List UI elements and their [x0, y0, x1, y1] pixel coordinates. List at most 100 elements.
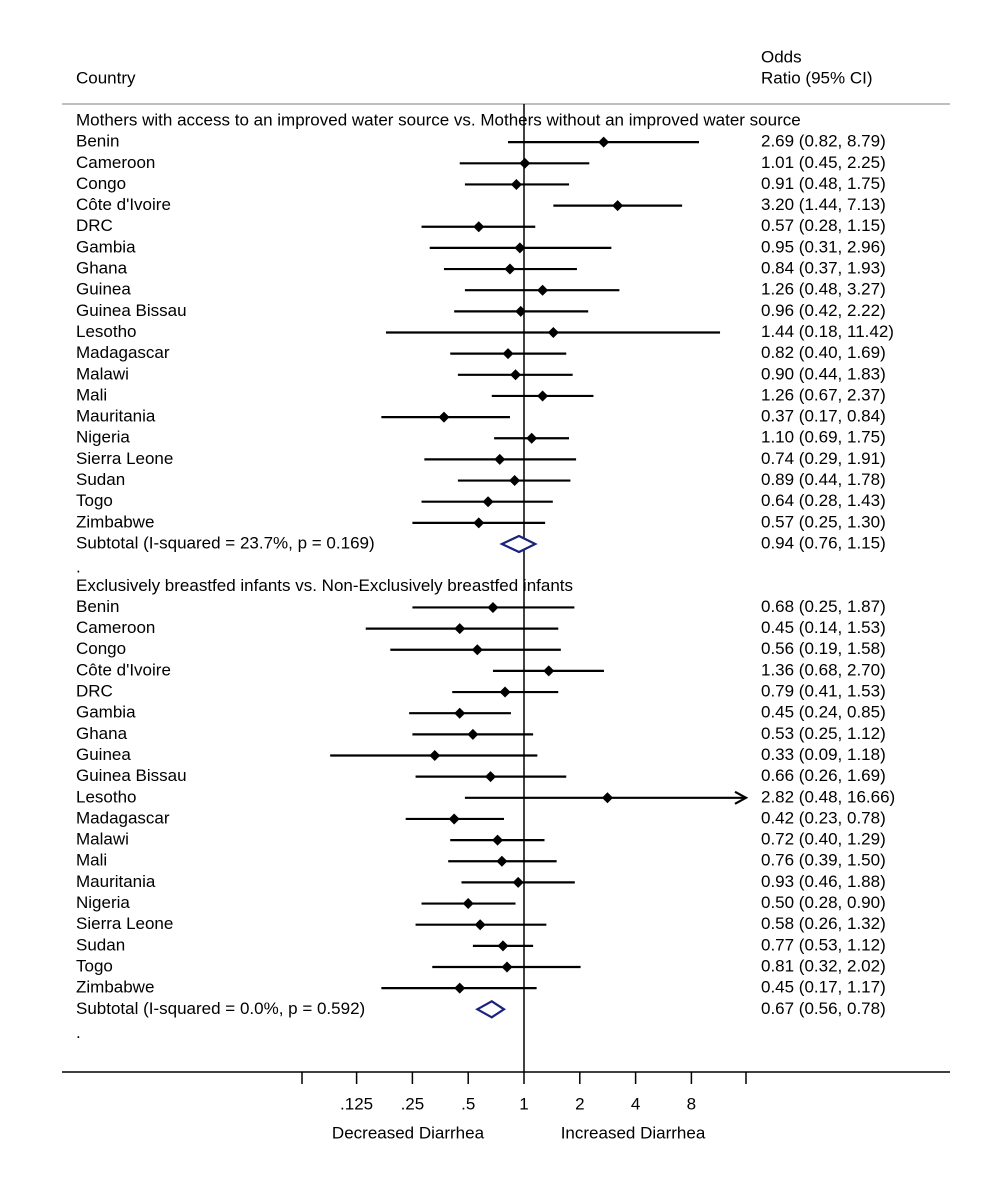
study-or-label: 0.91 (0.48, 1.75) [761, 174, 886, 193]
study-country-label: Côte d'Ivoire [76, 195, 171, 214]
study-country-label: Togo [76, 956, 113, 975]
study-or-label: 0.77 (0.53, 1.12) [761, 935, 886, 954]
point-estimate [519, 157, 531, 169]
point-estimate [510, 369, 522, 381]
point-estimate [454, 623, 466, 635]
study-country-label: Madagascar [76, 343, 170, 362]
study-country-label: Malawi [76, 364, 129, 383]
study-country-label: Togo [76, 491, 113, 510]
x-tick-label: 1 [519, 1094, 528, 1113]
group-title: Exclusively breastfed infants vs. Non-Ex… [76, 576, 573, 595]
study-or-label: 2.69 (0.82, 8.79) [761, 132, 886, 151]
point-estimate [543, 665, 555, 677]
x-tick-label: 2 [575, 1094, 584, 1113]
subtotal-label: Subtotal (I-squared = 0.0%, p = 0.592) [76, 999, 365, 1018]
point-estimate [485, 771, 497, 783]
point-estimate [501, 961, 513, 973]
x-tick-label: .5 [461, 1094, 475, 1113]
x-label-decreased: Decreased Diarrhea [332, 1123, 485, 1142]
study-or-label: 0.79 (0.41, 1.53) [761, 682, 886, 701]
point-estimate [473, 221, 485, 233]
study-country-label: Ghana [76, 724, 128, 743]
study-country-label: Madagascar [76, 808, 170, 827]
study-country-label: Mali [76, 385, 107, 404]
point-estimate [537, 390, 549, 402]
point-estimate [547, 327, 559, 338]
point-estimate [612, 200, 624, 212]
study-or-label: 0.76 (0.39, 1.50) [761, 851, 886, 870]
subtotal-diamond [499, 534, 538, 554]
study-country-label: Guinea Bissau [76, 301, 187, 320]
study-country-label: Benin [76, 597, 119, 616]
x-tick-label: 8 [687, 1094, 696, 1113]
study-or-label: 0.89 (0.44, 1.78) [761, 470, 886, 489]
study-or-label: 0.45 (0.24, 0.85) [761, 703, 886, 722]
study-or-label: 0.37 (0.17, 0.84) [761, 407, 886, 426]
study-or-label: 1.26 (0.48, 3.27) [761, 280, 886, 299]
study-or-label: 1.10 (0.69, 1.75) [761, 428, 886, 447]
point-estimate [438, 411, 450, 423]
study-country-label: Mauritania [76, 407, 156, 426]
point-estimate [509, 475, 521, 487]
study-country-label: Benin [76, 132, 119, 151]
study-or-label: 0.64 (0.28, 1.43) [761, 491, 886, 510]
point-estimate [429, 750, 441, 761]
study-or-label: 0.95 (0.31, 2.96) [761, 237, 886, 256]
study-or-label: 1.01 (0.45, 2.25) [761, 153, 886, 172]
point-estimate [514, 242, 526, 254]
study-country-label: Cameroon [76, 618, 155, 637]
study-country-label: Sudan [76, 935, 125, 954]
study-country-label: Lesotho [76, 322, 137, 341]
x-label-increased: Increased Diarrhea [561, 1123, 706, 1142]
header-country: Country [76, 68, 136, 87]
study-or-label: 0.74 (0.29, 1.91) [761, 449, 886, 468]
point-estimate [462, 898, 474, 910]
ci-arrow [734, 790, 749, 805]
study-or-label: 0.68 (0.25, 1.87) [761, 597, 886, 616]
study-or-label: 0.45 (0.17, 1.17) [761, 978, 886, 997]
study-country-label: Lesotho [76, 787, 137, 806]
point-estimate [454, 982, 466, 994]
study-or-label: 0.50 (0.28, 0.90) [761, 893, 886, 912]
point-estimate [537, 284, 549, 296]
point-estimate [598, 136, 610, 148]
point-estimate [510, 178, 522, 190]
study-or-label: 0.45 (0.14, 1.53) [761, 618, 886, 637]
point-estimate [482, 496, 494, 508]
study-country-label: DRC [76, 682, 113, 701]
study-country-label: Zimbabwe [76, 512, 154, 531]
header-or-line2: Ratio (95% CI) [761, 68, 872, 87]
study-country-label: Congo [76, 639, 126, 658]
study-country-label: Nigeria [76, 893, 130, 912]
study-country-label: Mali [76, 851, 107, 870]
point-estimate [526, 432, 538, 444]
study-or-label: 3.20 (1.44, 7.13) [761, 195, 886, 214]
study-or-label: 0.56 (0.19, 1.58) [761, 639, 886, 658]
study-or-label: 0.96 (0.42, 2.22) [761, 301, 886, 320]
study-or-label: 2.82 (0.48, 16.66) [761, 787, 895, 806]
study-country-label: Ghana [76, 259, 128, 278]
x-tick-label: 4 [631, 1094, 640, 1113]
study-or-label: 0.42 (0.23, 0.78) [761, 808, 886, 827]
study-country-label: Sudan [76, 470, 125, 489]
subtotal-diamond [475, 1000, 507, 1019]
study-or-label: 0.53 (0.25, 1.12) [761, 724, 886, 743]
study-or-label: 1.44 (0.18, 11.42) [761, 322, 894, 341]
point-estimate [499, 686, 511, 698]
study-or-label: 0.93 (0.46, 1.88) [761, 872, 886, 891]
study-or-label: 0.57 (0.25, 1.30) [761, 512, 886, 531]
point-estimate [502, 348, 514, 360]
point-estimate [448, 813, 460, 825]
study-country-label: Nigeria [76, 428, 130, 447]
x-tick-label: .125 [340, 1094, 373, 1113]
point-estimate [467, 728, 479, 740]
point-estimate [512, 876, 524, 888]
study-country-label: Mauritania [76, 872, 156, 891]
study-country-label: Cameroon [76, 153, 155, 172]
point-estimate [515, 305, 527, 317]
subtotal-or-label: 0.94 (0.76, 1.15) [761, 533, 886, 552]
x-tick-label: .25 [401, 1094, 425, 1113]
point-estimate [504, 263, 516, 275]
group-title: Mothers with access to an improved water… [76, 110, 801, 129]
